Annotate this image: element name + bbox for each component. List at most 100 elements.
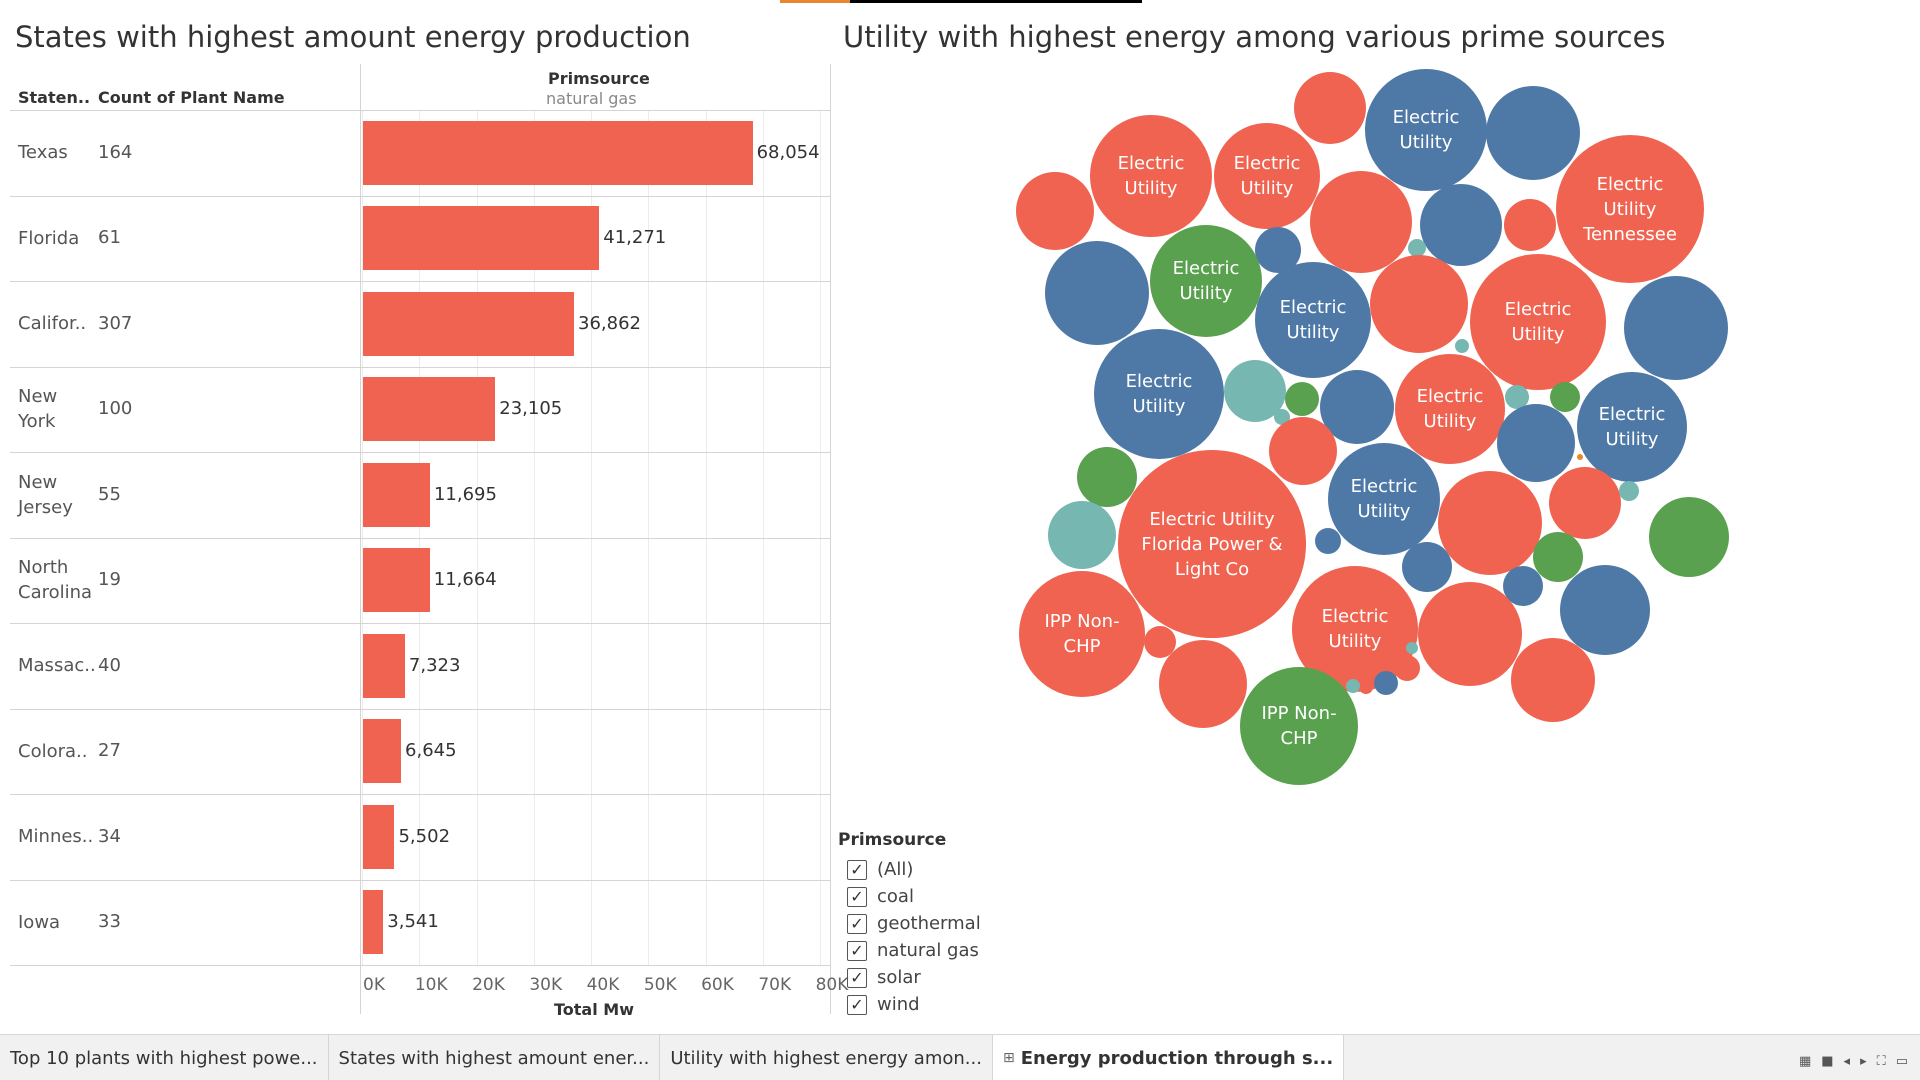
state-label[interactable]: Florida: [18, 226, 79, 251]
bar-value-label: 5,502: [398, 825, 451, 847]
grid-view-icon[interactable]: ▦: [1798, 1054, 1812, 1069]
bubble-wind[interactable]: [1577, 454, 1583, 460]
bubble-natural-gas[interactable]: Electric Utility: [1090, 115, 1212, 237]
bubble-coal[interactable]: Electric Utility: [1365, 69, 1487, 191]
sheet-tab[interactable]: States with highest amount ener...: [329, 1035, 661, 1080]
bubble-coal[interactable]: [1497, 404, 1575, 482]
bubble-coal[interactable]: [1374, 671, 1398, 695]
bubble-coal[interactable]: [1486, 86, 1580, 180]
next-sheet-icon[interactable]: ▸: [1860, 1054, 1867, 1069]
bubble-coal[interactable]: Electric Utility: [1577, 372, 1687, 482]
bubble-coal[interactable]: Electric Utility: [1328, 443, 1440, 555]
bar[interactable]: [363, 804, 395, 869]
bubble-natural-gas[interactable]: [1511, 638, 1595, 722]
bubble-coal[interactable]: [1420, 184, 1502, 266]
bubble-solar[interactable]: [1285, 382, 1319, 416]
bar[interactable]: [363, 377, 496, 442]
state-label[interactable]: New Jersey: [18, 470, 73, 520]
column-header-state[interactable]: Staten..: [18, 88, 91, 107]
bubble-natural-gas[interactable]: IPP Non-CHP: [1019, 571, 1145, 697]
checkbox-checked-icon[interactable]: ✓: [847, 859, 867, 880]
bar[interactable]: [363, 462, 430, 527]
bubble-label: IPP Non-CHP: [1044, 611, 1120, 657]
fit-icon[interactable]: ⛶: [1876, 1054, 1886, 1069]
filter-option[interactable]: ✓ (All): [838, 856, 981, 883]
state-label[interactable]: New York: [18, 384, 57, 434]
state-label[interactable]: Iowa: [18, 910, 60, 935]
state-label[interactable]: Colora..: [18, 739, 87, 764]
checkbox-checked-icon[interactable]: ✓: [847, 913, 867, 934]
bubble-natural-gas[interactable]: [1269, 417, 1337, 485]
bubble-solar[interactable]: Electric Utility: [1150, 225, 1262, 337]
checkbox-checked-icon[interactable]: ✓: [847, 967, 867, 988]
checkbox-checked-icon[interactable]: ✓: [847, 886, 867, 907]
filter-option[interactable]: ✓ geothermal: [838, 910, 981, 937]
state-label[interactable]: Massac..: [18, 653, 96, 678]
bubble-coal[interactable]: [1402, 542, 1452, 592]
bubble-natural-gas[interactable]: [1294, 72, 1366, 144]
sheet-tab[interactable]: Utility with highest energy amon...: [660, 1035, 993, 1080]
filter-option[interactable]: ✓ coal: [838, 883, 981, 910]
bubble-natural-gas[interactable]: [1159, 640, 1247, 728]
bubble-natural-gas[interactable]: [1359, 680, 1373, 694]
bubble-geothermal[interactable]: [1455, 339, 1469, 353]
bubble-coal[interactable]: Electric Utility: [1255, 262, 1371, 378]
bubble-coal[interactable]: [1624, 276, 1728, 380]
bar[interactable]: [363, 719, 402, 784]
filter-option[interactable]: ✓ natural gas: [838, 937, 981, 964]
state-label[interactable]: North Carolina: [18, 555, 92, 605]
sheet-tab[interactable]: Top 10 plants with highest powe...: [0, 1035, 329, 1080]
bubble-natural-gas[interactable]: [1016, 172, 1094, 250]
bubble-natural-gas[interactable]: [1370, 255, 1468, 353]
bubble-geothermal[interactable]: [1408, 239, 1426, 257]
bubble-natural-gas[interactable]: [1418, 582, 1522, 686]
column-header-count[interactable]: Count of Plant Name: [98, 88, 285, 107]
bubble-solar[interactable]: [1649, 497, 1729, 577]
state-label-line: Iowa: [18, 911, 61, 933]
bar[interactable]: [363, 890, 384, 955]
sheet-tab[interactable]: ⊞ Energy production through s...: [992, 1035, 1345, 1080]
bubble-coal[interactable]: [1045, 241, 1149, 345]
bar[interactable]: [363, 548, 430, 613]
bubble-natural-gas[interactable]: [1394, 655, 1420, 681]
bubble-natural-gas[interactable]: Electric Utility Florida Power & Light C…: [1118, 450, 1306, 638]
bubble-solar[interactable]: [1550, 382, 1580, 412]
state-label[interactable]: Califor..: [18, 311, 86, 336]
bubble-coal[interactable]: [1560, 565, 1650, 655]
bubble-coal[interactable]: [1320, 370, 1394, 444]
bar[interactable]: [363, 633, 405, 698]
filter-option[interactable]: ✓ solar: [838, 964, 981, 991]
bubble-coal[interactable]: [1503, 566, 1543, 606]
checkbox-checked-icon[interactable]: ✓: [847, 940, 867, 961]
bubble-natural-gas[interactable]: [1310, 171, 1412, 273]
bubble-solar[interactable]: [1533, 532, 1583, 582]
bubble-natural-gas[interactable]: [1549, 467, 1621, 539]
present-icon[interactable]: ▭: [1895, 1054, 1908, 1069]
checkbox-checked-icon[interactable]: ✓: [847, 994, 867, 1015]
state-label[interactable]: Minnes..: [18, 824, 93, 849]
bubble-coal[interactable]: [1315, 528, 1341, 554]
bubble-geothermal[interactable]: [1346, 679, 1360, 693]
bubble-natural-gas[interactable]: Electric Utility Tennessee: [1556, 135, 1704, 283]
bar[interactable]: [363, 206, 600, 271]
bubble-solar[interactable]: [1077, 447, 1137, 507]
bubble-solar[interactable]: IPP Non-CHP: [1240, 667, 1358, 785]
bubble-geothermal[interactable]: [1619, 481, 1639, 501]
row-divider: [10, 195, 830, 197]
bubble-natural-gas[interactable]: Electric Utility: [1470, 254, 1606, 390]
state-label-line: Minnes..: [18, 826, 94, 848]
bubble-natural-gas[interactable]: Electric Utility: [1395, 354, 1505, 464]
bubble-natural-gas[interactable]: [1438, 471, 1542, 575]
bubble-geothermal[interactable]: [1406, 642, 1418, 654]
bubble-geothermal[interactable]: [1048, 501, 1116, 569]
bubble-natural-gas[interactable]: [1504, 199, 1556, 251]
filter-option[interactable]: ✓ wind: [838, 991, 981, 1018]
active-sheet-indicator: [780, 0, 1142, 3]
bubble-coal[interactable]: Electric Utility: [1094, 329, 1224, 459]
bar[interactable]: [363, 291, 575, 356]
state-label[interactable]: Texas: [18, 140, 68, 165]
bubble-natural-gas[interactable]: Electric Utility: [1214, 123, 1320, 229]
prev-sheet-icon[interactable]: ◂: [1843, 1054, 1851, 1069]
stop-icon[interactable]: ■: [1821, 1054, 1834, 1069]
bar[interactable]: [363, 120, 753, 185]
